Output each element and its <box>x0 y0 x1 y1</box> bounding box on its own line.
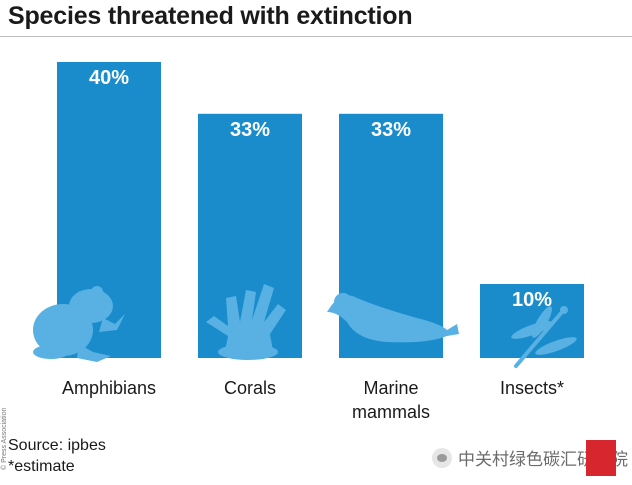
watermark: 中关村绿色碳汇研究院 <box>432 445 628 470</box>
watermark-text: 中关村绿色碳汇研究院 <box>458 450 628 470</box>
category-label-0: Amphibians <box>62 378 156 398</box>
bar-value-label-3: 10% <box>512 289 552 311</box>
estimate-note: *estimate <box>8 458 75 475</box>
coral-icon <box>206 284 286 360</box>
title-divider <box>0 36 632 37</box>
chart-title: Species threatened with extinction <box>8 2 413 30</box>
category-label-1: Corals <box>224 378 276 398</box>
press-credit: © Press Association <box>1 407 8 470</box>
category-label-2-line-1: mammals <box>352 402 430 422</box>
bar-value-label-0: 40% <box>89 67 129 89</box>
source-note: Source: ipbes <box>8 437 106 454</box>
category-label-2-line-0: Marine <box>363 378 418 398</box>
dragonfly-icon <box>511 306 577 368</box>
frog-icon <box>33 286 125 362</box>
bar-value-label-2: 33% <box>371 119 411 141</box>
brand-logo <box>586 440 616 476</box>
seal-icon <box>327 293 459 343</box>
bar-value-label-1: 33% <box>230 119 270 141</box>
wechat-icon <box>432 447 452 468</box>
category-label-3: Insects* <box>500 378 564 398</box>
